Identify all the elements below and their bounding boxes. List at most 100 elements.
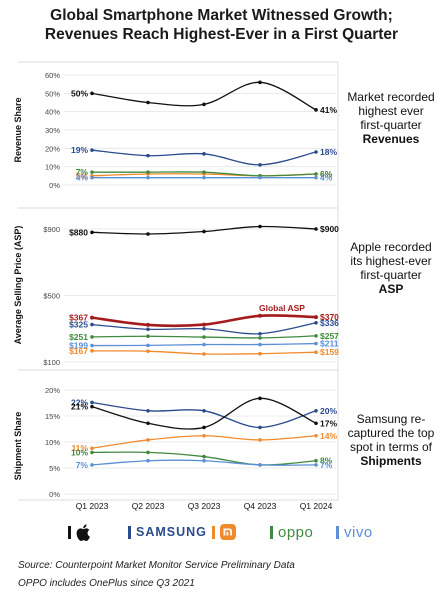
end-label-1-1: $370 — [320, 312, 339, 322]
data-point-2-0-4 — [314, 409, 318, 413]
revenue-note-text: Market recorded highest ever first-quart… — [347, 90, 435, 132]
data-point-2-4-0 — [90, 463, 94, 467]
y-tick-label-2-3: 15% — [45, 412, 60, 421]
legend-oppo: oppo — [270, 515, 313, 549]
data-point-1-1-2 — [202, 322, 206, 327]
data-point-1-5-4 — [314, 350, 318, 354]
start-label-2-0: 22% — [71, 397, 88, 407]
data-point-2-1-4 — [314, 421, 318, 426]
shipment-note: Samsung re-captured the top spot in term… — [345, 412, 437, 468]
y-tick-label-2-4: 20% — [45, 386, 60, 395]
data-point-1-2-4 — [314, 320, 318, 325]
data-point-2-2-0 — [90, 446, 94, 451]
chart-legend: SAMSUNG oppo vivo — [0, 515, 443, 549]
y-tick-label-1-1: $500 — [43, 292, 60, 301]
data-point-1-4-4 — [314, 341, 318, 346]
asp-note: Apple recorded its highest-ever first-qu… — [345, 240, 437, 296]
data-point-2-3-0 — [90, 450, 94, 455]
end-label-0-2: 6% — [320, 169, 333, 179]
data-point-2-2-1 — [146, 438, 150, 442]
data-point-0-1-4 — [314, 150, 318, 154]
y-tick-label-0-1: 10% — [45, 163, 60, 172]
start-label-1-3: $251 — [69, 332, 88, 342]
asp-note-bold: ASP — [378, 282, 404, 296]
y-axis-label-1: Average Selling Price (ASP) — [13, 226, 23, 345]
end-label-0-4: 4% — [320, 173, 333, 183]
shipment-note-text: Samsung re-captured the top spot in term… — [347, 412, 435, 454]
legend-oppo-swatch — [270, 525, 273, 539]
x-tick-label-4: Q1 2024 — [300, 501, 333, 511]
x-tick-label-3: Q4 2023 — [244, 501, 277, 511]
end-label-0-0: 41% — [320, 105, 337, 115]
apple-logo-icon — [76, 523, 90, 541]
title-line-2: Revenues Reach Highest-Ever in a First Q… — [44, 26, 399, 43]
legend-apple — [68, 515, 90, 549]
data-point-1-5-0 — [90, 349, 94, 353]
y-axis-label-2: Shipment Share — [13, 412, 23, 481]
data-point-1-3-0 — [90, 335, 94, 339]
data-point-0-3-2 — [202, 170, 206, 174]
data-point-0-0-1 — [146, 100, 150, 105]
data-point-0-1-3 — [258, 163, 262, 167]
data-point-0-4-4 — [314, 175, 318, 180]
data-point-0-3-0 — [90, 170, 94, 174]
end-label-2-0: 20% — [320, 406, 337, 416]
data-point-2-1-0 — [90, 404, 94, 409]
data-point-1-3-1 — [146, 334, 150, 339]
start-label-2-3: 10% — [71, 447, 88, 457]
data-point-2-3-1 — [146, 450, 150, 455]
y-tick-label-0-2: 20% — [45, 144, 60, 153]
y-axis-label-0: Revenue Share — [13, 97, 23, 162]
x-tick-label-2: Q3 2023 — [188, 501, 221, 511]
data-point-2-4-4 — [314, 463, 318, 467]
data-point-1-3-4 — [314, 334, 318, 338]
shipment-note-bold: Shipments — [360, 454, 422, 468]
start-label-2-1: 21% — [71, 402, 88, 412]
data-point-0-0-3 — [258, 80, 262, 85]
chart-title: Global Smartphone Market Witnessed Growt… — [0, 6, 443, 44]
data-point-1-4-0 — [90, 343, 94, 348]
data-point-2-2-3 — [258, 438, 262, 442]
end-label-2-3: 8% — [320, 456, 333, 466]
revenue-note: Market recorded highest ever first-quart… — [345, 90, 437, 146]
data-point-1-4-1 — [146, 343, 150, 348]
start-label-1-0: $880 — [69, 227, 88, 237]
end-label-2-2: 14% — [320, 431, 337, 441]
data-point-1-3-2 — [202, 335, 206, 339]
source-note: Source: Counterpoint Market Monitor Serv… — [18, 560, 295, 571]
end-label-2-4: 7% — [320, 460, 333, 470]
data-point-1-0-2 — [202, 229, 206, 234]
start-label-2-2: 11% — [71, 443, 88, 453]
data-point-2-4-2 — [202, 458, 206, 463]
data-point-1-0-3 — [258, 224, 262, 229]
end-label-0-3: 6% — [320, 169, 333, 179]
y-tick-label-1-2: $900 — [43, 225, 60, 234]
data-point-0-0-4 — [314, 108, 318, 112]
legend-samsung-label: SAMSUNG — [136, 525, 207, 539]
start-label-0-2: 5% — [76, 171, 89, 181]
start-label-0-0: 50% — [71, 88, 88, 98]
legend-xiaomi-swatch — [212, 525, 215, 539]
y-tick-label-0-0: 0% — [49, 181, 60, 190]
data-point-1-0-4 — [314, 227, 318, 231]
data-point-1-1-4 — [314, 315, 318, 320]
data-point-0-0-0 — [90, 91, 94, 96]
data-point-0-4-2 — [202, 175, 206, 180]
data-point-2-3-2 — [202, 454, 206, 459]
data-point-1-2-1 — [146, 327, 150, 332]
end-label-2-1: 17% — [320, 418, 337, 428]
data-point-0-4-3 — [258, 175, 262, 180]
x-tick-label-1: Q2 2023 — [132, 501, 165, 511]
data-point-0-1-0 — [90, 148, 94, 152]
data-point-2-0-2 — [202, 409, 206, 413]
data-point-2-0-0 — [90, 400, 94, 405]
data-point-2-1-2 — [202, 425, 206, 430]
series-line-2-0 — [91, 401, 317, 429]
end-label-1-3: $257 — [320, 331, 339, 341]
end-label-1-0: $900 — [320, 224, 339, 234]
y-tick-label-2-1: 5% — [49, 464, 60, 473]
y-tick-label-0-5: 50% — [45, 89, 60, 98]
data-point-1-0-0 — [90, 230, 94, 235]
data-point-1-4-3 — [258, 342, 262, 347]
legend-samsung: SAMSUNG — [128, 515, 207, 549]
